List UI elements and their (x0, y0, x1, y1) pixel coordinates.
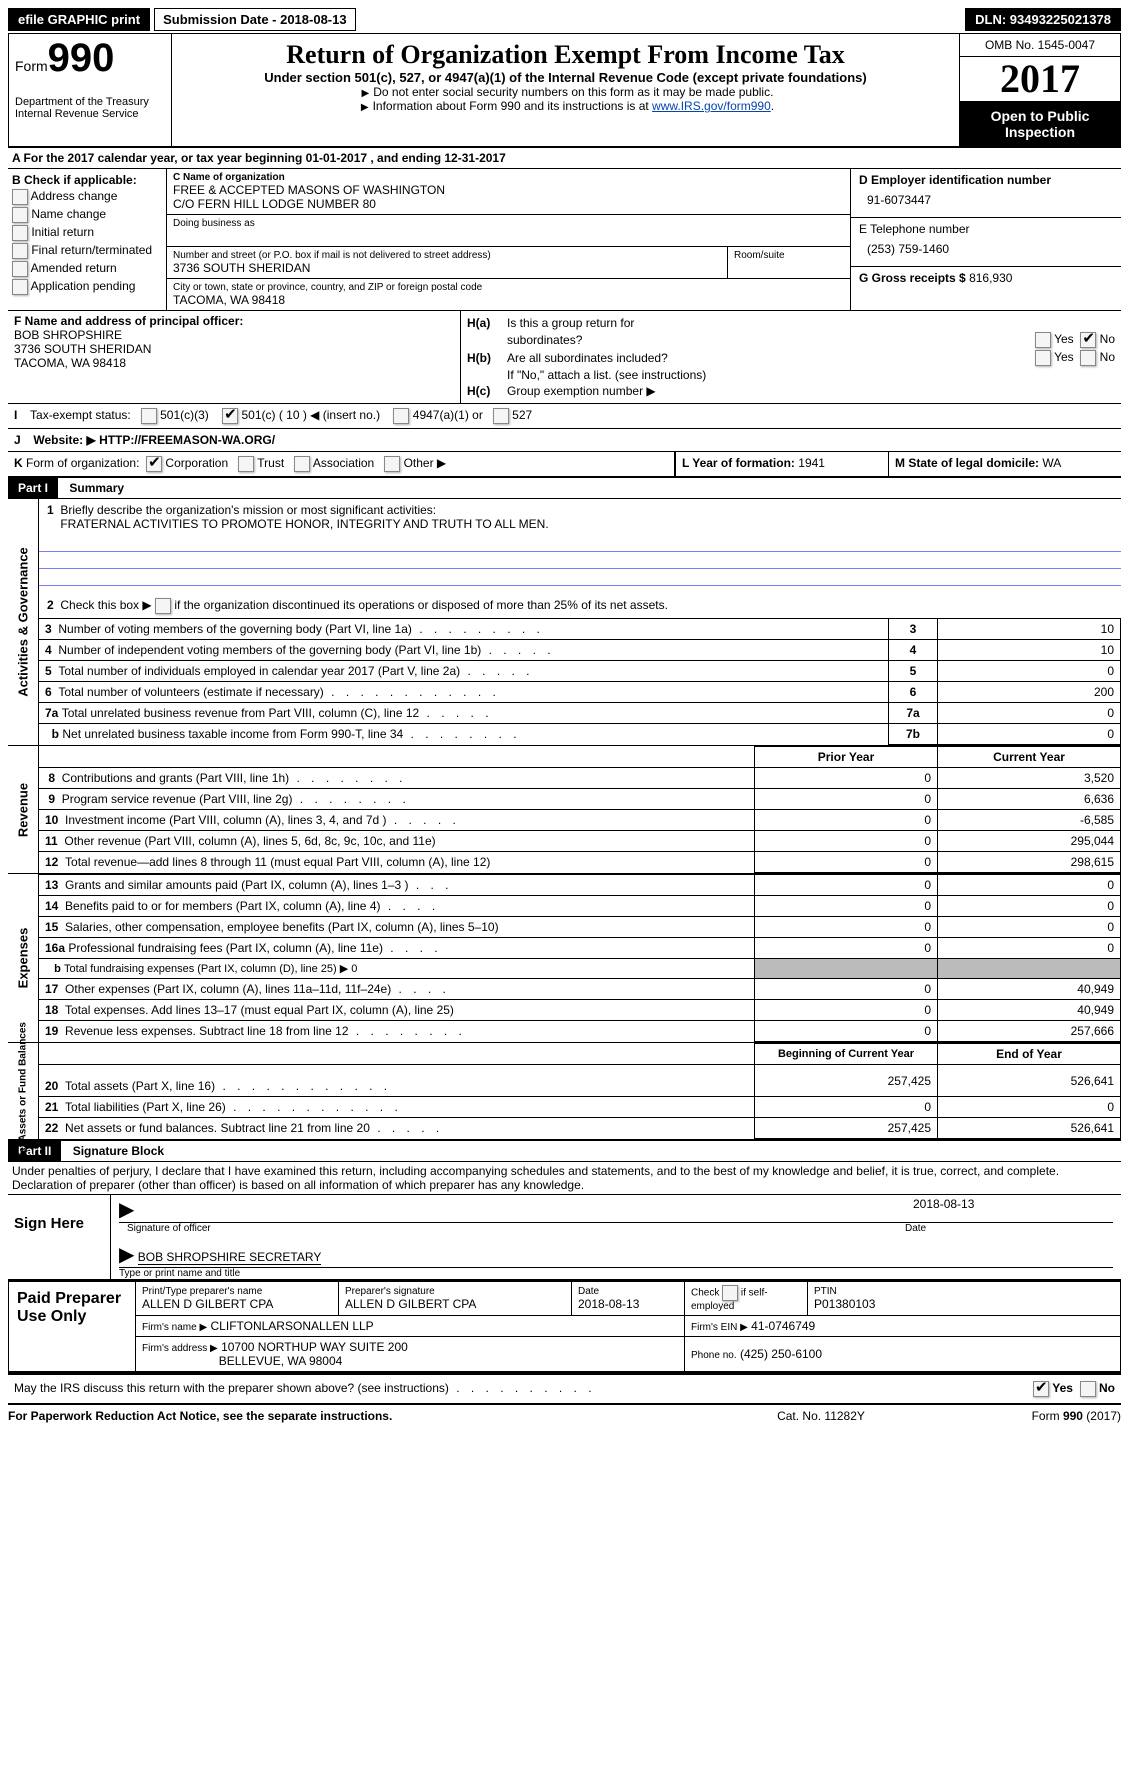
tel-label: E Telephone number (859, 222, 970, 236)
website-value: HTTP://FREEMASON-WA.ORG/ (99, 433, 275, 447)
chk-527[interactable] (493, 408, 509, 424)
form-header: Form990 Department of the Treasury Inter… (8, 33, 1121, 148)
chk-discontinued[interactable] (155, 598, 171, 614)
info-note-prefix: Information about Form 990 and its instr… (373, 99, 652, 113)
state-domicile: WA (1042, 456, 1061, 470)
officer-signature-name: BOB SHROPSHIRE SECRETARY (138, 1250, 322, 1265)
sign-here-label: Sign Here (8, 1195, 110, 1279)
gross-label: G Gross receipts $ (859, 271, 966, 285)
chk-trust[interactable] (238, 456, 254, 472)
net-table: Beginning of Current YearEnd of Year 20 … (39, 1043, 1121, 1139)
dln-badge: DLN: 93493225021378 (965, 8, 1121, 31)
chk-assoc[interactable] (294, 456, 310, 472)
omb-number: OMB No. 1545-0047 (960, 34, 1120, 57)
discuss-question: May the IRS discuss this return with the… (14, 1381, 449, 1395)
part2-title: Signature Block (65, 1141, 172, 1161)
website-label: Website: (33, 433, 83, 447)
gross-value: 816,930 (969, 271, 1012, 285)
chk-initial-return[interactable] (12, 225, 28, 241)
section-bcd: B Check if applicable: Address change Na… (8, 169, 1121, 311)
officer-addr2: TACOMA, WA 98418 (14, 356, 126, 370)
vlabel-expenses: Expenses (16, 928, 31, 989)
revenue-table: Prior YearCurrent Year 8 Contributions a… (39, 746, 1121, 873)
firm-addr2: BELLEVUE, WA 98004 (219, 1354, 343, 1368)
chk-hb-yes[interactable] (1035, 350, 1051, 366)
irs-link[interactable]: www.IRS.gov/form990 (652, 99, 771, 113)
signature-block: Sign Here ▶ 2018-08-13 Signature of offi… (8, 1195, 1121, 1281)
chk-other[interactable] (384, 456, 400, 472)
chk-501c[interactable] (222, 408, 238, 424)
vlabel-governance: Activities & Governance (16, 547, 31, 697)
street-address: 3736 SOUTH SHERIDAN (173, 261, 721, 275)
tel-value: (253) 759-1460 (859, 236, 1113, 262)
chk-amended[interactable] (12, 261, 28, 277)
preparer-block: Paid Preparer Use Only Print/Type prepar… (8, 1281, 1121, 1374)
chk-address-change[interactable] (12, 189, 28, 205)
vlabel-net: Net Assets or Fund Balances (18, 1022, 29, 1160)
footer-cat: Cat. No. 11282Y (721, 1409, 921, 1423)
expenses-table: 13 Grants and similar amounts paid (Part… (39, 874, 1121, 1042)
part1-header: Part I (8, 478, 58, 498)
tax-year: 2017 (960, 57, 1120, 102)
mission-label: Briefly describe the organization's miss… (60, 503, 436, 517)
org-name-2: C/O FERN HILL LODGE NUMBER 80 (173, 197, 844, 211)
f-label: F Name and address of principal officer: (14, 314, 243, 328)
c-name-label: C Name of organization (173, 172, 285, 183)
part2-header: Part II (8, 1141, 61, 1161)
ein-value: 91-6073447 (859, 187, 1113, 213)
city-state-zip: TACOMA, WA 98418 (173, 293, 844, 307)
firm-phone: (425) 250-6100 (740, 1347, 822, 1361)
form-number: 990 (48, 36, 115, 80)
form-title: Return of Organization Exempt From Incom… (182, 40, 949, 70)
officer-addr1: 3736 SOUTH SHERIDAN (14, 342, 151, 356)
mission-text: FRATERNAL ACTIVITIES TO PROMOTE HONOR, I… (60, 517, 548, 531)
chk-discuss-yes[interactable] (1033, 1381, 1049, 1397)
paid-preparer-label: Paid Preparer Use Only (8, 1281, 135, 1372)
section-fh: F Name and address of principal officer:… (8, 311, 1121, 404)
addr-label: Number and street (or P.O. box if mail i… (173, 250, 721, 261)
chk-name-change[interactable] (12, 207, 28, 223)
perjury-text: Under penalties of perjury, I declare th… (8, 1162, 1121, 1195)
gov-table: 3 Number of voting members of the govern… (39, 618, 1121, 745)
firm-ein: 41-0746749 (751, 1319, 815, 1333)
city-label: City or town, state or province, country… (173, 282, 844, 293)
tax-exempt-label: Tax-exempt status: (30, 408, 131, 422)
chk-app-pending[interactable] (12, 279, 28, 295)
part1-title: Summary (61, 478, 132, 498)
chk-ha-no[interactable] (1080, 332, 1096, 348)
section-a: A For the 2017 calendar year, or tax yea… (8, 148, 1121, 169)
year-formation: 1941 (798, 456, 825, 470)
chk-501c3[interactable] (141, 408, 157, 424)
sign-date: 2018-08-13 (913, 1197, 1113, 1222)
chk-hb-no[interactable] (1080, 350, 1096, 366)
form-org-label: Form of organization: (26, 456, 139, 470)
ein-label: D Employer identification number (859, 173, 1051, 187)
chk-discuss-no[interactable] (1080, 1381, 1096, 1397)
b-label: B Check if applicable: (12, 173, 162, 187)
chk-final-return[interactable] (12, 243, 28, 259)
firm-addr1: 10700 NORTHUP WAY SUITE 200 (221, 1340, 408, 1354)
form-subtitle: Under section 501(c), 527, or 4947(a)(1)… (182, 70, 949, 85)
ssn-note: Do not enter social security numbers on … (373, 85, 773, 99)
chk-4947[interactable] (393, 408, 409, 424)
dba-label: Doing business as (173, 218, 844, 229)
top-bar: efile GRAPHIC print Submission Date - 20… (8, 8, 1121, 31)
chk-corp[interactable] (146, 456, 162, 472)
room-label: Room/suite (734, 250, 844, 261)
footer-paperwork: For Paperwork Reduction Act Notice, see … (8, 1409, 721, 1423)
form-label: Form (15, 58, 48, 74)
org-name-1: FREE & ACCEPTED MASONS OF WASHINGTON (173, 183, 844, 197)
chk-ha-yes[interactable] (1035, 332, 1051, 348)
vlabel-revenue: Revenue (16, 782, 31, 836)
irs-label: Internal Revenue Service (15, 108, 165, 120)
chk-self-employed[interactable] (722, 1285, 738, 1301)
open-to-public: Open to Public Inspection (960, 102, 1120, 146)
firm-name: CLIFTONLARSONALLEN LLP (211, 1319, 374, 1333)
dept-treasury: Department of the Treasury (15, 96, 165, 108)
officer-name: BOB SHROPSHIRE (14, 328, 122, 342)
submission-date: Submission Date - 2018-08-13 (154, 8, 356, 31)
efile-badge: efile GRAPHIC print (8, 8, 150, 31)
line2-text: if the organization discontinued its ope… (174, 598, 668, 612)
